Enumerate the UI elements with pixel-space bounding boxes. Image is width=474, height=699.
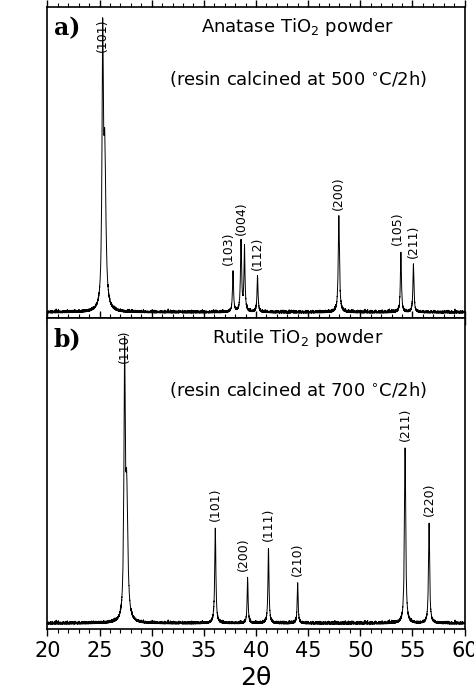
Text: (211): (211) xyxy=(407,224,420,258)
Text: (101): (101) xyxy=(209,488,222,521)
Text: (211): (211) xyxy=(399,408,411,441)
Text: Anatase TiO$_2$ powder: Anatase TiO$_2$ powder xyxy=(201,16,394,38)
Text: (103): (103) xyxy=(222,232,235,266)
Text: (210): (210) xyxy=(291,543,304,577)
Text: (004): (004) xyxy=(235,201,247,236)
Text: (resin calcined at 700 $^{\circ}$C/2h): (resin calcined at 700 $^{\circ}$C/2h) xyxy=(169,380,427,401)
Text: (200): (200) xyxy=(332,177,346,210)
Text: (105): (105) xyxy=(391,212,404,245)
Text: a): a) xyxy=(54,16,80,41)
Text: Rutile TiO$_2$ powder: Rutile TiO$_2$ powder xyxy=(212,327,383,350)
Text: (110): (110) xyxy=(118,330,131,363)
Text: (220): (220) xyxy=(422,483,436,517)
Text: (resin calcined at 500 $^{\circ}$C/2h): (resin calcined at 500 $^{\circ}$C/2h) xyxy=(169,69,427,89)
X-axis label: 2θ: 2θ xyxy=(240,666,272,691)
Text: (112): (112) xyxy=(251,237,264,271)
Text: (111): (111) xyxy=(262,508,275,541)
Text: b): b) xyxy=(54,327,81,352)
Text: (101): (101) xyxy=(96,19,109,52)
Text: (200): (200) xyxy=(237,538,250,571)
